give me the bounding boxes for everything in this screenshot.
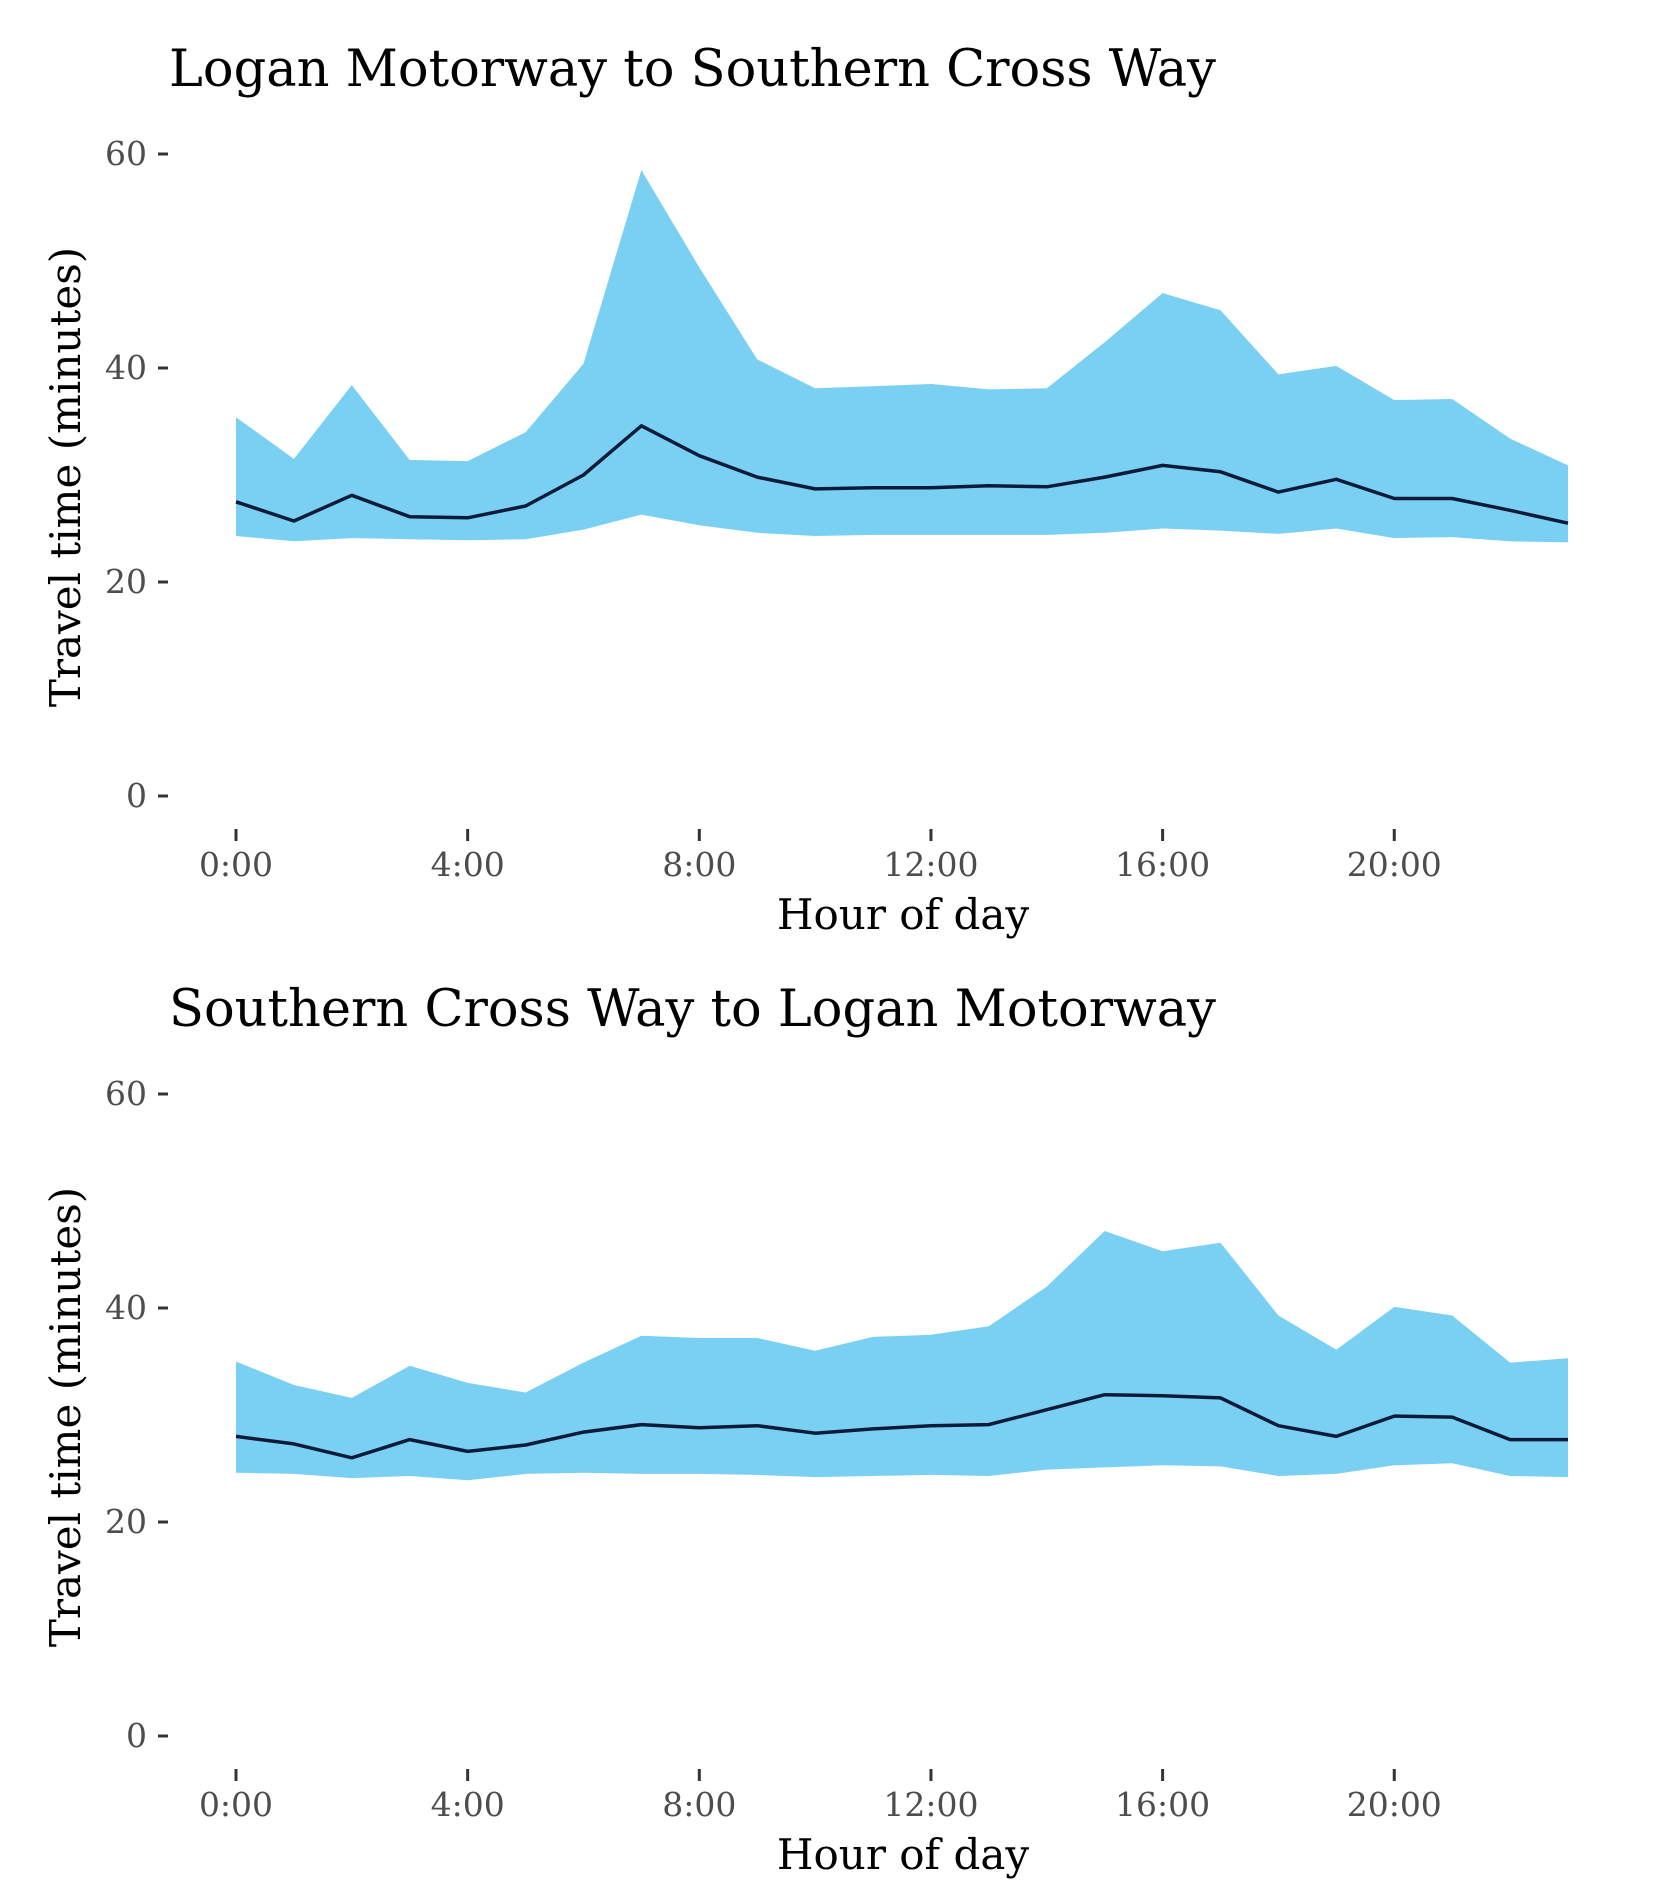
x-tick-label: 8:00 bbox=[662, 845, 736, 884]
y-tick-label: 0 bbox=[126, 776, 147, 815]
y-tick-label: 20 bbox=[105, 1502, 147, 1541]
y-tick-label: 40 bbox=[105, 1288, 147, 1327]
x-tick-label: 12:00 bbox=[883, 845, 978, 884]
x-tick-label: 0:00 bbox=[199, 845, 273, 884]
chart-title: Logan Motorway to Southern Cross Way bbox=[169, 40, 1216, 99]
x-tick-label: 16:00 bbox=[1115, 1785, 1210, 1824]
y-tick-label: 60 bbox=[105, 1074, 147, 1113]
x-tick-label: 20:00 bbox=[1347, 845, 1442, 884]
x-tick-label: 0:00 bbox=[199, 1785, 273, 1824]
median-line bbox=[235, 424, 1569, 525]
x-tick-label: 4:00 bbox=[431, 1785, 505, 1824]
range-band bbox=[236, 170, 1568, 543]
y-axis-title: Travel time (minutes) bbox=[41, 247, 90, 707]
x-axis-title: Hour of day bbox=[777, 890, 1029, 939]
y-tick-label: 0 bbox=[126, 1716, 147, 1755]
range-band bbox=[236, 1231, 1568, 1481]
x-tick-label: 8:00 bbox=[662, 1785, 736, 1824]
chart-panel-2: Southern Cross Way to Logan Motorway 0 20… bbox=[0, 940, 1653, 1889]
x-tick-label: 12:00 bbox=[883, 1785, 978, 1824]
x-axis: 0:00 4:00 8:00 12:00 16:00 20:00 bbox=[199, 829, 1442, 884]
chart-1: Logan Motorway to Southern Cross Way 0 20… bbox=[41, 40, 1569, 939]
x-tick-label: 16:00 bbox=[1115, 845, 1210, 884]
chart-title: Southern Cross Way to Logan Motorway bbox=[169, 980, 1216, 1039]
x-tick-label: 4:00 bbox=[431, 845, 505, 884]
x-axis: 0:00 4:00 8:00 12:00 16:00 20:00 bbox=[199, 1769, 1442, 1824]
y-tick-label: 60 bbox=[105, 134, 147, 173]
y-tick-label: 40 bbox=[105, 348, 147, 387]
y-axis: 0 20 40 60 bbox=[105, 134, 168, 815]
chart-2: Southern Cross Way to Logan Motorway 0 20… bbox=[41, 980, 1568, 1879]
chart-panel-1: Logan Motorway to Southern Cross Way 0 20… bbox=[0, 0, 1653, 940]
y-axis-title: Travel time (minutes) bbox=[41, 1187, 90, 1647]
y-tick-label: 20 bbox=[105, 562, 147, 601]
median-line bbox=[235, 1392, 1568, 1460]
y-axis: 0 20 40 60 bbox=[105, 1074, 168, 1755]
x-axis-title: Hour of day bbox=[777, 1830, 1029, 1879]
x-tick-label: 20:00 bbox=[1347, 1785, 1442, 1824]
